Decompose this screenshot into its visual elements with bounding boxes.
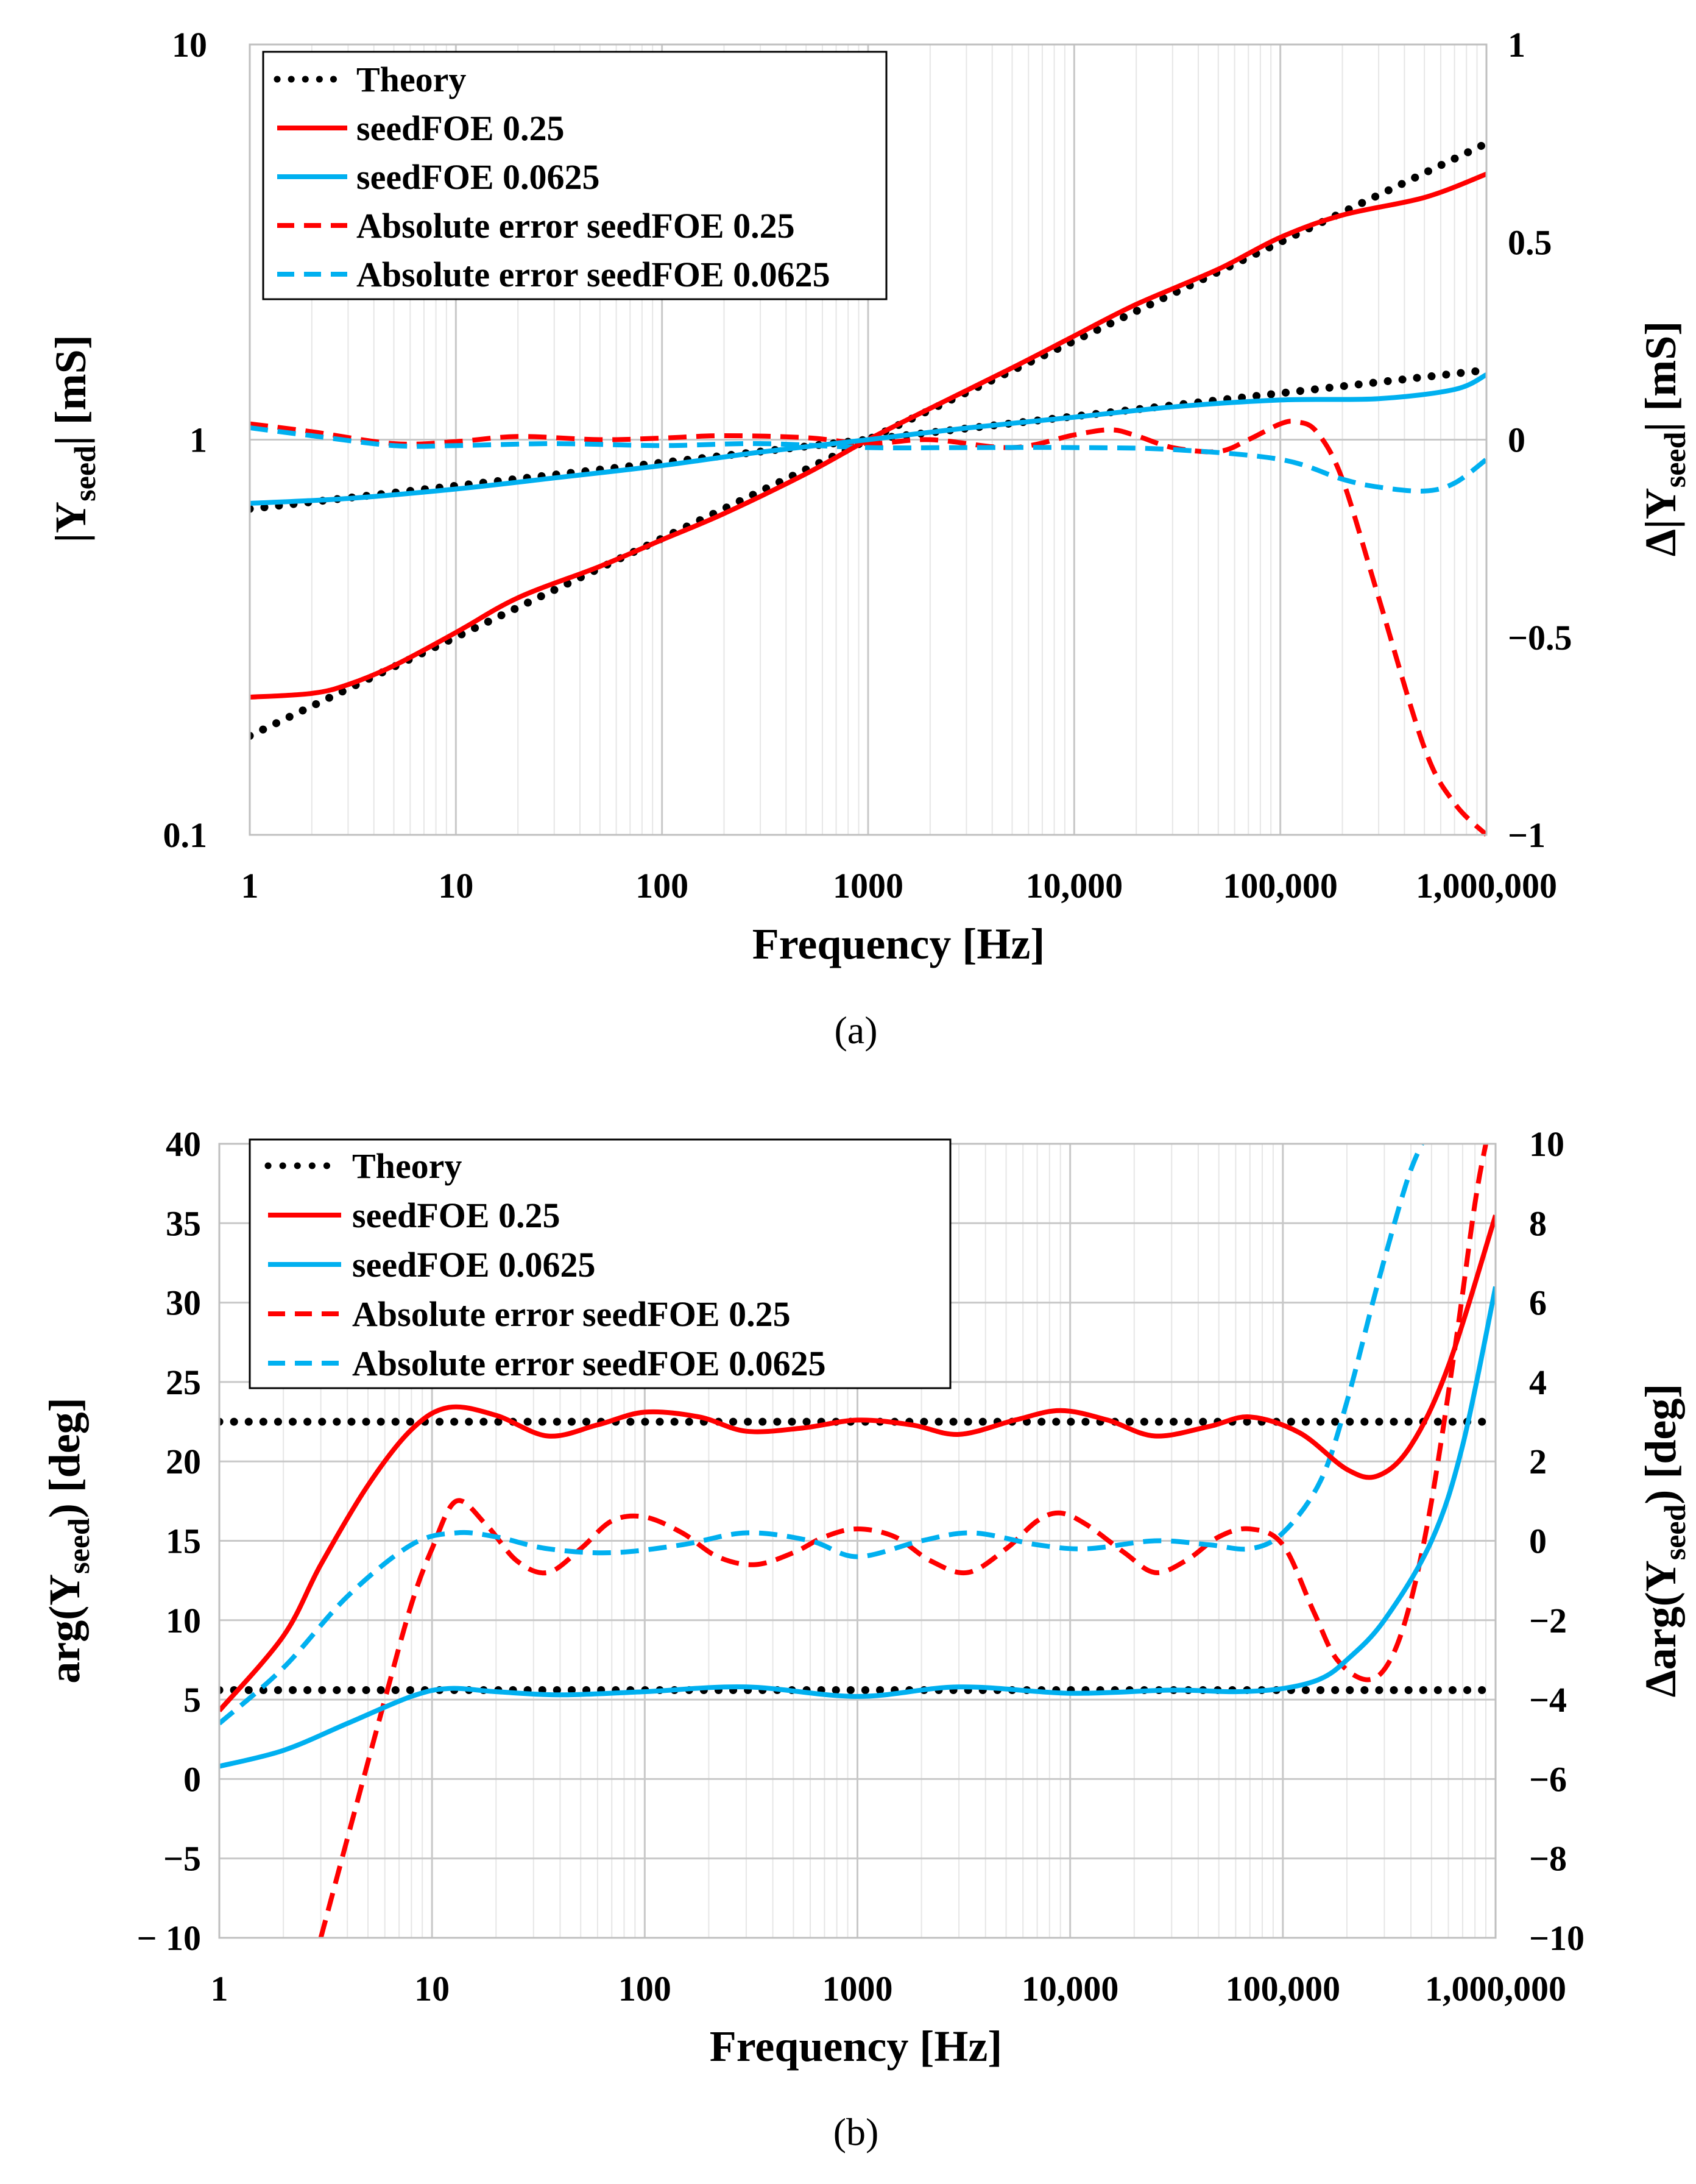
series-line-absolute-error-seedfoe-0-25 (250, 419, 1486, 837)
y-left-tick-label: 15 (166, 1522, 201, 1561)
y-left-tick-label: 40 (166, 1124, 201, 1164)
y-right-tick-label: −4 (1529, 1680, 1567, 1720)
x-tick-label: 10,000 (1026, 866, 1123, 906)
series-a (250, 139, 1486, 837)
x-tick-label: 10,000 (1022, 1969, 1119, 2008)
series-line-theory (250, 139, 1486, 740)
legend-label-error-00625-a: Absolute error seedFOE 0.0625 (356, 255, 830, 294)
y-right-tick-label: −8 (1529, 1839, 1567, 1879)
series-line-seedfoe-0-0625 (250, 372, 1486, 506)
x-tick-label: 100 (635, 866, 688, 906)
legend-a: Theory seedFOE 0.25 seedFOE 0.0625 Absol… (262, 51, 888, 300)
panel-a: 1 10 100 1000 10,000 100,000 1,000,0000.1110−1… (46, 25, 1692, 1052)
y-left-tick-label: 20 (166, 1442, 201, 1481)
x-tick-label: 1 (211, 1969, 228, 2008)
ticks-b: 1 10 100 1000 10,000 100,000 1,000,000− 10−505… (136, 1124, 1585, 2008)
y-right-tick-label: 6 (1529, 1283, 1547, 1323)
y-right-tick-label: 2 (1529, 1442, 1547, 1481)
y-left-tick-label: 30 (166, 1283, 201, 1323)
x-tick-label: 1 (241, 866, 259, 906)
x-tick-label: 1,000,000 (1416, 866, 1557, 906)
y-right-tick-label: 1 (1508, 25, 1525, 65)
y-axis-title-right-a: Δ|Yseed| [mS] (1636, 321, 1692, 556)
caption-a: (a) (834, 1009, 877, 1052)
y-right-tick-label: 0 (1508, 420, 1525, 460)
legend-label-error-025-a: Absolute error seedFOE 0.25 (356, 206, 795, 246)
legend-box-b (249, 1138, 952, 1389)
y-left-tick-label: 0.1 (163, 815, 208, 855)
series-line-seedfoe-0-0625 (219, 1286, 1496, 1769)
series-line-theory (250, 366, 1486, 513)
y-left-tick-label: 10 (172, 25, 207, 65)
x-tick-label: 10 (438, 866, 473, 906)
y-right-tick-label: 8 (1529, 1204, 1547, 1243)
y-left-tick-label: 10 (166, 1601, 201, 1640)
legend-label-error-025-b: Absolute error seedFOE 0.25 (352, 1294, 791, 1334)
y-left-tick-label: −5 (163, 1839, 201, 1879)
legend-label-seedfoe-00625-b: seedFOE 0.0625 (352, 1245, 596, 1285)
x-tick-label: 100 (618, 1969, 671, 2008)
y-left-tick-label: 5 (183, 1680, 201, 1720)
caption-b: (b) (833, 2110, 879, 2154)
series-b (219, 1143, 1496, 1939)
svg-text:Δarg(Yseed) [deg]: Δarg(Yseed) [deg] (1636, 1384, 1692, 1698)
series-line-seedfoe-0-25 (219, 1214, 1496, 1712)
y-right-tick-label: 0.5 (1508, 222, 1552, 262)
y-axis-title-left-a: |Yseed| [mS] (46, 335, 102, 542)
y-right-tick-label: −10 (1529, 1918, 1585, 1958)
y-left-tick-label: 0 (183, 1759, 201, 1799)
x-axis-title-b: Frequency [Hz] (710, 2022, 1003, 2071)
y-right-tick-label: −0.5 (1508, 618, 1572, 658)
ticks-a: 1 10 100 1000 10,000 100,000 1,000,0000.1110−1… (163, 25, 1572, 906)
y-axis-title-left-b: arg(Yseed) [deg] (40, 1397, 96, 1684)
y-left-tick-label: 35 (166, 1204, 201, 1243)
x-tick-label: 1000 (822, 1969, 893, 2008)
legend-label-seedfoe-025-a: seedFOE 0.25 (356, 108, 565, 148)
legend-label-seedfoe-00625-a: seedFOE 0.0625 (356, 157, 600, 197)
x-tick-label: 100,000 (1226, 1969, 1341, 2008)
y-left-tick-label: − 10 (136, 1918, 201, 1958)
x-tick-label: 1,000,000 (1425, 1969, 1566, 2008)
series-clip-b (219, 1143, 1496, 1939)
legend-label-seedfoe-025-b: seedFOE 0.25 (352, 1196, 560, 1235)
panel-b: 1 10 100 1000 10,000 100,000 1,000,000− 10−505… (40, 1124, 1692, 2154)
plot-frame-a (249, 43, 1488, 836)
y-axis-title-right-b: Δarg(Yseed) [deg] (1636, 1384, 1692, 1698)
svg-text:Δ|Yseed| [mS]: Δ|Yseed| [mS] (1636, 321, 1692, 556)
series-line-absolute-error-seedfoe-0-25 (318, 1143, 1488, 1939)
y-right-tick-label: −6 (1529, 1759, 1567, 1799)
legend-b: Theory seedFOE 0.25 seedFOE 0.0625 Absol… (249, 1138, 952, 1389)
y-left-tick-label: 25 (166, 1363, 201, 1402)
svg-text:arg(Yseed) [deg]: arg(Yseed) [deg] (40, 1397, 96, 1684)
svg-text:|Yseed| [mS]: |Yseed| [mS] (46, 335, 102, 542)
y-right-tick-label: 0 (1529, 1522, 1547, 1561)
x-tick-label: 10 (414, 1969, 450, 2008)
y-right-tick-label: −1 (1508, 815, 1546, 855)
x-axis-title-a: Frequency [Hz] (752, 920, 1045, 968)
series-clip-a (250, 139, 1486, 837)
series-line-seedfoe-0-25 (250, 171, 1486, 700)
legend-box-a (262, 51, 888, 300)
y-right-tick-label: 10 (1529, 1124, 1564, 1164)
y-left-tick-label: 1 (189, 420, 207, 460)
legend-label-theory-a: Theory (356, 60, 466, 99)
y-right-tick-label: −2 (1529, 1601, 1567, 1640)
x-tick-label: 1000 (833, 866, 903, 906)
legend-label-theory-b: Theory (352, 1146, 462, 1186)
x-tick-label: 100,000 (1223, 866, 1338, 906)
legend-label-error-00625-b: Absolute error seedFOE 0.0625 (352, 1344, 826, 1383)
y-right-tick-label: 4 (1529, 1363, 1547, 1402)
